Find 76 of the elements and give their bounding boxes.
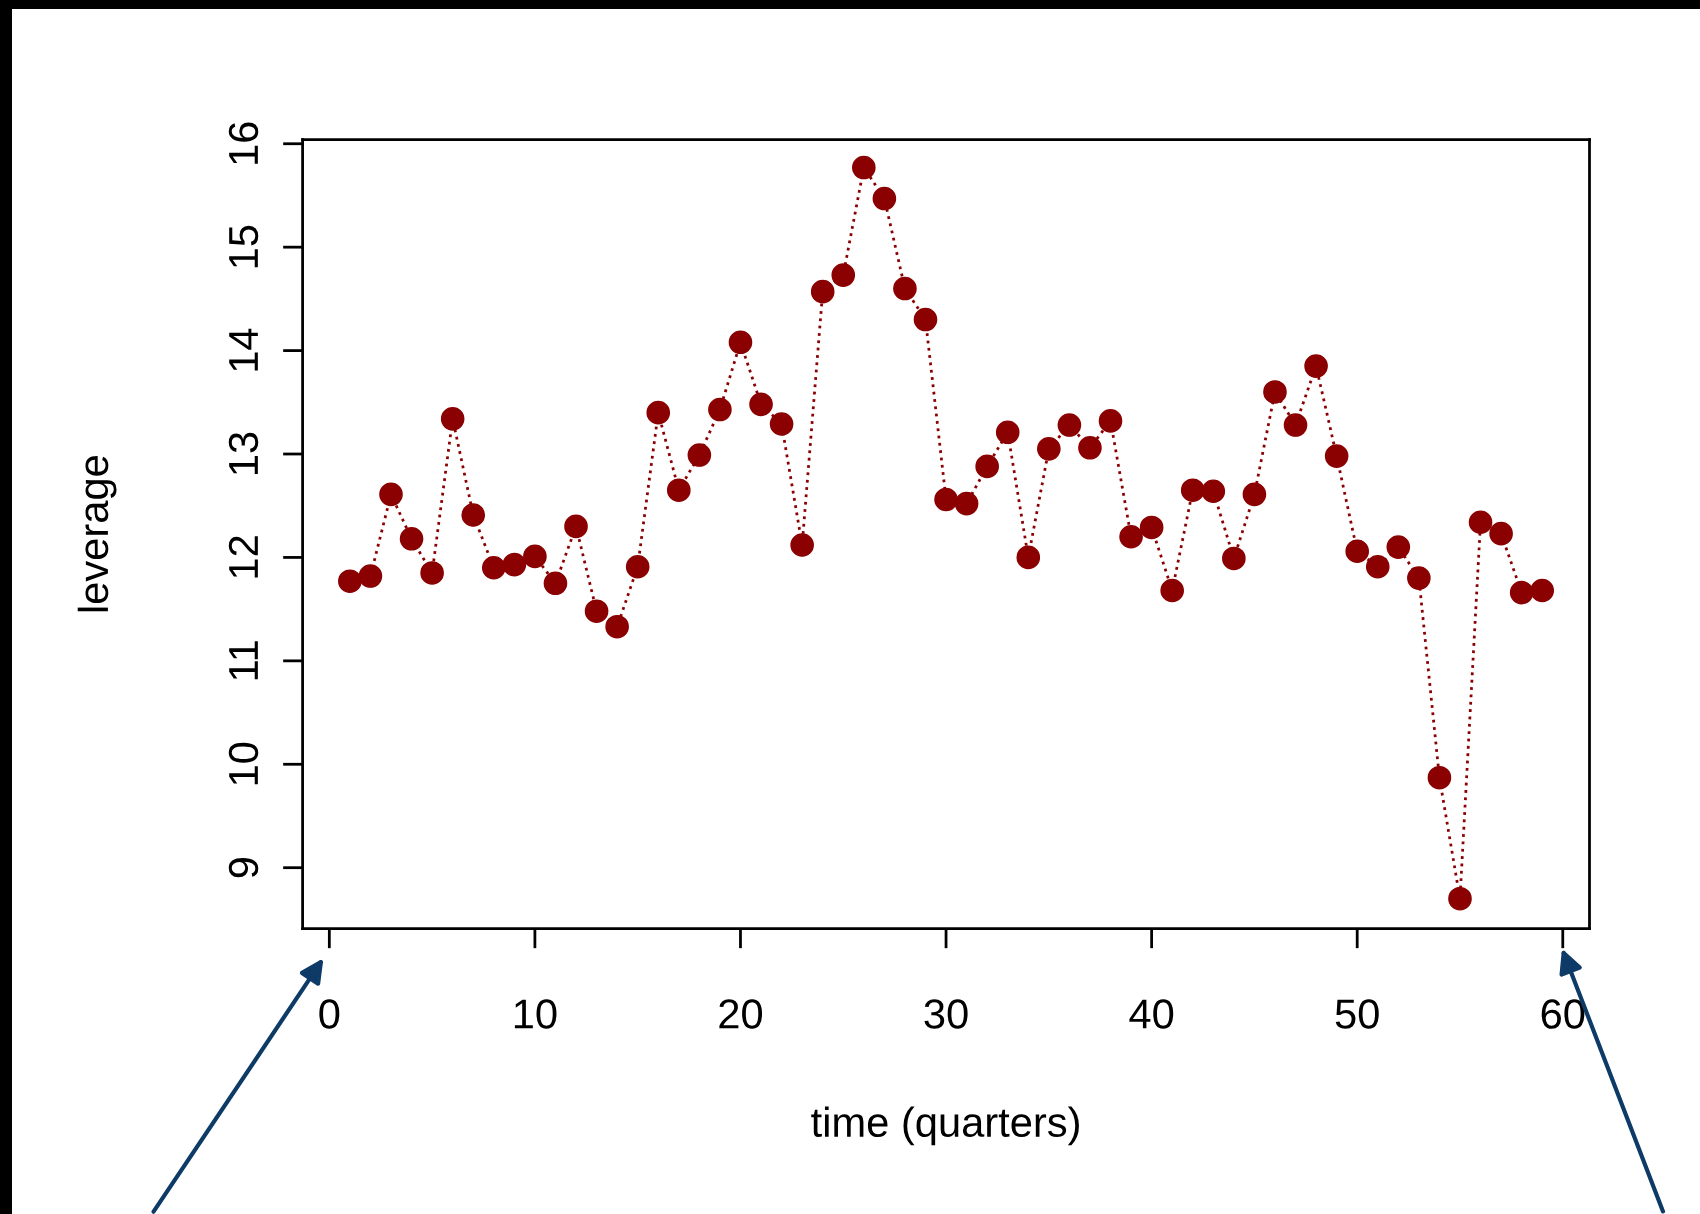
point	[872, 186, 897, 211]
point	[1427, 765, 1452, 790]
point	[749, 392, 773, 417]
point	[420, 561, 444, 585]
point	[1324, 444, 1349, 468]
point	[1468, 510, 1493, 535]
point	[810, 279, 835, 304]
x-tick-label: 10	[514, 999, 557, 1029]
point	[358, 564, 383, 588]
point	[502, 552, 527, 577]
point	[543, 571, 568, 596]
point	[893, 276, 917, 301]
y-tick-label: 16	[228, 122, 259, 164]
point	[687, 443, 712, 467]
x-tick-label: 60	[1541, 999, 1585, 1029]
point	[1242, 482, 1267, 507]
point	[769, 412, 794, 436]
point	[1016, 545, 1041, 570]
point	[1386, 535, 1411, 559]
x-tick-label: 50	[1335, 999, 1379, 1029]
x-axis-title: time (quarters)	[811, 1106, 1079, 1146]
point	[1509, 580, 1534, 605]
point	[625, 554, 650, 579]
point	[1078, 435, 1102, 460]
point	[708, 397, 732, 422]
point	[1304, 354, 1328, 378]
point	[934, 487, 958, 512]
point	[379, 482, 403, 507]
point	[1139, 515, 1164, 540]
point	[1119, 524, 1143, 549]
point	[995, 420, 1020, 445]
point	[605, 614, 629, 639]
point	[1407, 566, 1431, 590]
y-tick-label: 13	[228, 432, 259, 474]
point	[954, 491, 979, 516]
point	[1037, 437, 1061, 461]
point	[1345, 539, 1370, 564]
point	[584, 599, 609, 624]
point	[1222, 546, 1246, 571]
point	[461, 503, 486, 527]
y-axis-title: leverage	[77, 456, 117, 612]
y-tick-label: 15	[229, 225, 259, 268]
point	[1201, 479, 1226, 504]
point	[975, 454, 999, 479]
x-tick-label: 20	[719, 999, 763, 1029]
point	[1057, 413, 1082, 437]
x-tick-label: 0	[319, 999, 340, 1029]
point	[564, 514, 588, 539]
point	[440, 407, 465, 431]
point	[1283, 413, 1308, 437]
point	[523, 544, 547, 569]
point	[913, 307, 938, 332]
y-tick-label: 12	[228, 536, 258, 578]
point	[1263, 380, 1287, 404]
point	[399, 527, 424, 551]
point	[852, 155, 876, 180]
point	[666, 478, 691, 503]
point	[1448, 886, 1472, 911]
point	[831, 263, 856, 287]
point	[338, 569, 362, 594]
point	[646, 400, 671, 425]
y-tick-label: 10	[228, 742, 259, 785]
point	[481, 555, 506, 580]
point	[1365, 554, 1390, 579]
point	[1489, 521, 1513, 546]
x-tick-label: 30	[924, 999, 968, 1029]
point	[1098, 409, 1123, 433]
y-tick-label: 9	[228, 858, 259, 878]
y-tick-label: 11	[229, 641, 258, 680]
x-tick-label: 40	[1129, 999, 1174, 1029]
point	[1160, 578, 1184, 603]
point	[728, 330, 753, 355]
y-tick-label: 14	[229, 328, 258, 371]
point	[790, 533, 814, 557]
point	[1180, 478, 1205, 503]
point	[1530, 578, 1555, 603]
